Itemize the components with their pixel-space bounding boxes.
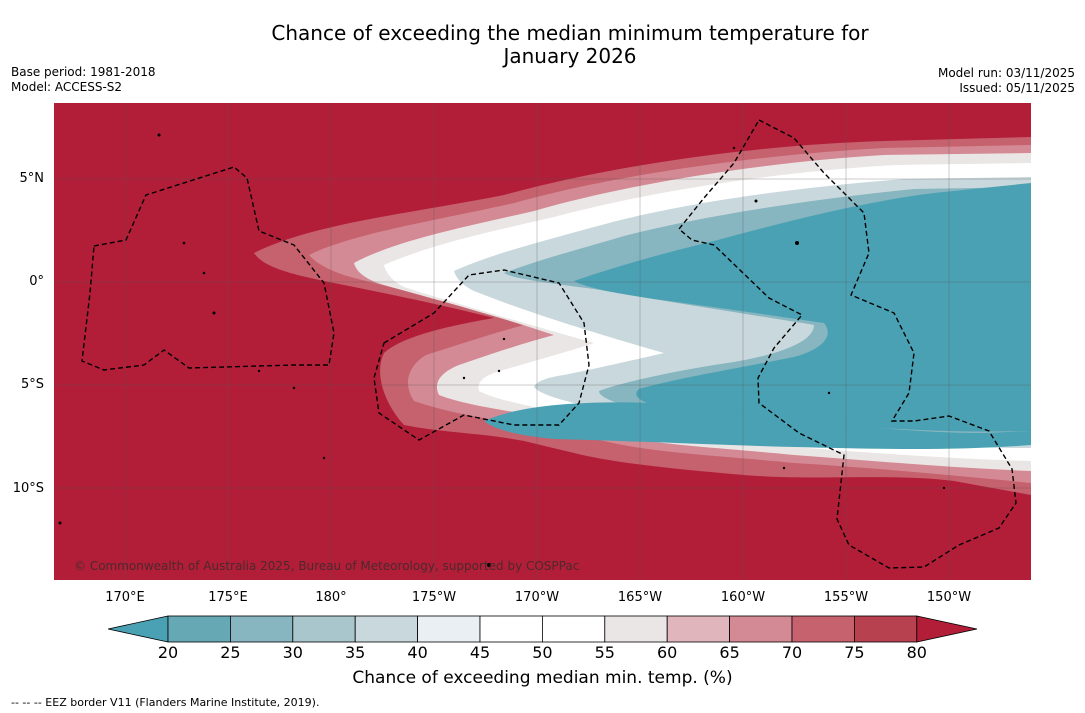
colorbar-tick-label: 70 xyxy=(781,643,803,662)
lon-label-170e: 170°E xyxy=(105,590,145,605)
colorbar-tick-label: 60 xyxy=(657,643,678,662)
eez-footnote: -- -- -- EEZ border V11 (Flanders Marine… xyxy=(11,696,320,709)
colorbar-tick-label: 35 xyxy=(345,643,366,662)
colorbar-segment xyxy=(167,615,231,643)
meta-right: Model run: 03/11/2025 Issued: 05/11/2025 xyxy=(938,66,1075,96)
colorbar-segment xyxy=(479,615,543,643)
graticule xyxy=(54,103,1031,580)
colorbar-tick-label: 80 xyxy=(906,643,927,662)
lon-label-175e: 175°E xyxy=(208,590,248,605)
colorbar-high-extend xyxy=(916,615,978,643)
lon-label-150w: 150°W xyxy=(926,590,972,605)
colorbar-tick-label: 25 xyxy=(220,643,241,662)
colorbar-tick-label: 45 xyxy=(469,643,491,662)
colorbar-tick-label: 30 xyxy=(282,643,303,662)
colorbar-tick-label: 50 xyxy=(532,643,553,662)
title-line-2: January 2026 xyxy=(503,44,637,68)
colorbar-segment xyxy=(604,615,668,643)
colorbar-tick-label: 75 xyxy=(844,643,865,662)
map-svg: © Commonwealth of Australia 2025, Bureau… xyxy=(54,103,1031,580)
colorbar-segment xyxy=(230,615,294,643)
lat-label-5n: 5°N xyxy=(19,171,45,186)
model-run: Model run: 03/11/2025 xyxy=(937,66,1075,80)
anomaly-band-20 xyxy=(574,183,1031,432)
colorbar-segment xyxy=(791,615,855,643)
colorbar-low-extend xyxy=(107,615,169,643)
model-name: Model: ACCESS-S2 xyxy=(11,80,123,94)
lat-label-10s: 10°S xyxy=(12,481,44,496)
colorbar-tick-label: 65 xyxy=(719,643,740,662)
chart-title: Chance of exceeding the median minimum t… xyxy=(0,22,1085,68)
colorbar-label: Chance of exceeding median min. temp. (%… xyxy=(352,668,733,688)
colorbar-tick-label: 40 xyxy=(407,643,428,662)
colorbar-svg xyxy=(107,615,978,643)
lon-label-170w: 170°W xyxy=(514,590,560,605)
colorbar-segment xyxy=(666,615,731,643)
lon-label-165w: 165°W xyxy=(617,590,663,605)
base-period: Base period: 1981-2018 xyxy=(11,65,156,79)
copyright-text: © Commonwealth of Australia 2025, Bureau… xyxy=(74,559,579,573)
lat-label-5s: 5°S xyxy=(20,377,44,392)
lat-label-0: 0° xyxy=(29,274,44,289)
eez-borders xyxy=(81,119,1017,569)
lon-label-155w: 155°W xyxy=(823,590,869,605)
colorbar-segment xyxy=(292,615,356,643)
forecast-map: © Commonwealth of Australia 2025, Bureau… xyxy=(54,103,1031,580)
colorbar-tick-label: 20 xyxy=(157,643,179,662)
colorbar-segment xyxy=(854,615,918,643)
colorbar-segment xyxy=(417,615,481,643)
title-line-1: Chance of exceeding the median minimum t… xyxy=(271,21,869,45)
lon-label-175w: 175°W xyxy=(411,590,457,605)
meta-left: Base period: 1981-2018 Model: ACCESS-S2 xyxy=(11,65,156,95)
anomaly-band-20-south xyxy=(484,402,1031,449)
issued-date: Issued: 05/11/2025 xyxy=(959,81,1075,95)
colorbar xyxy=(107,615,978,643)
colorbar-segment xyxy=(541,615,606,643)
colorbar-tick-label: 55 xyxy=(594,643,615,662)
lon-label-160w: 160°W xyxy=(720,590,766,605)
colorbar-segment xyxy=(354,615,418,643)
lon-label-180: 180° xyxy=(315,590,347,605)
colorbar-segment xyxy=(729,615,793,643)
islands xyxy=(58,133,946,567)
